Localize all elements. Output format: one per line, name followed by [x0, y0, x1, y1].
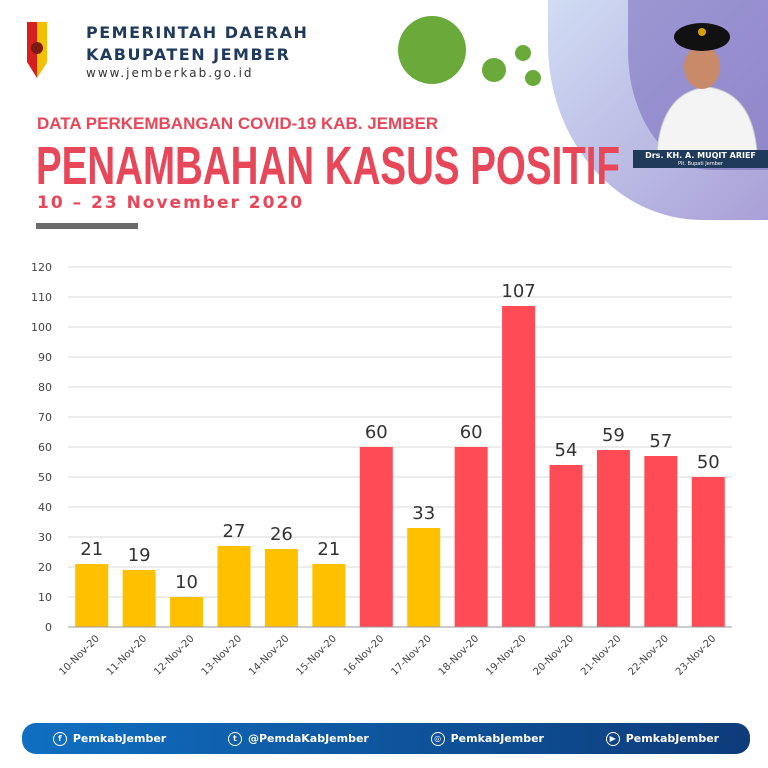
data-label: 10 — [175, 572, 198, 593]
social-link[interactable]: ◎ PemkabJember — [430, 731, 544, 746]
period-subtitle: 10 – 23 November 2020 — [37, 193, 305, 213]
divider — [36, 223, 138, 229]
header-line2: KABUPATEN JEMBER — [86, 45, 291, 64]
instagram-icon: ◎ — [430, 731, 445, 746]
social-handle: @PemdaKabJember — [247, 732, 369, 745]
facebook-icon: f — [52, 731, 67, 746]
bar — [170, 597, 204, 627]
data-label: 26 — [270, 524, 293, 545]
y-tick-label: 110 — [31, 291, 52, 304]
x-tick-label: 23-Nov-20 — [674, 633, 718, 677]
x-tick-label: 11-Nov-20 — [105, 633, 149, 677]
data-label: 60 — [460, 422, 483, 443]
twitter-icon: t — [227, 731, 242, 746]
jember-logo — [27, 22, 47, 78]
data-label: 50 — [697, 452, 720, 473]
official-portrait — [656, 23, 758, 152]
x-tick-label: 17-Nov-20 — [389, 633, 433, 677]
data-label: 21 — [80, 539, 103, 560]
y-tick-label: 70 — [38, 411, 52, 424]
bar — [502, 306, 536, 627]
y-tick-label: 80 — [38, 381, 52, 394]
data-label: 21 — [317, 539, 340, 560]
x-tick-label: 10-Nov-20 — [57, 633, 101, 677]
x-tick-label: 18-Nov-20 — [437, 633, 481, 677]
x-tick-label: 19-Nov-20 — [484, 633, 528, 677]
header: PEMERINTAH DAERAH KABUPATEN JEMBER www.j… — [86, 22, 308, 80]
website-url[interactable]: www.jemberkab.go.id — [86, 66, 254, 80]
bar — [549, 465, 583, 627]
main-title: PENAMBAHAN KASUS POSITIF — [36, 136, 620, 190]
bar — [644, 456, 678, 627]
bar — [359, 447, 393, 627]
y-tick-label: 10 — [38, 591, 52, 604]
x-tick-label: 16-Nov-20 — [342, 633, 386, 677]
official-caption: Drs. KH. A. MUQIT ARIEF Plt. Bupati Jemb… — [633, 150, 768, 168]
social-link[interactable]: ▶ PemkabJember — [605, 731, 720, 746]
virus-illustration-icon — [398, 16, 541, 86]
bar — [264, 549, 298, 627]
bar — [454, 447, 488, 627]
y-tick-label: 60 — [38, 441, 52, 454]
x-tick-label: 21-Nov-20 — [579, 633, 623, 677]
data-label: 27 — [223, 521, 246, 542]
youtube-icon: ▶ — [605, 731, 620, 746]
bar — [691, 477, 725, 627]
header-line1: PEMERINTAH DAERAH — [86, 23, 309, 42]
kicker-title: DATA PERKEMBANGAN COVID-19 KAB. JEMBER — [37, 114, 439, 133]
y-tick-label: 90 — [38, 351, 52, 364]
x-tick-label: 20-Nov-20 — [532, 633, 576, 677]
data-label: 107 — [501, 281, 535, 302]
y-tick-label: 40 — [38, 501, 52, 514]
social-handle: PemkabJember — [450, 732, 544, 745]
bar-chart: 01020304050607080901001101202110-Nov-201… — [31, 261, 732, 678]
x-tick-label: 15-Nov-20 — [294, 633, 338, 677]
bar — [75, 564, 109, 627]
bar — [122, 570, 156, 627]
data-label: 57 — [649, 431, 672, 452]
y-tick-label: 120 — [31, 261, 52, 274]
bar — [407, 528, 441, 627]
data-label: 33 — [412, 503, 435, 524]
data-label: 19 — [128, 545, 151, 566]
y-tick-label: 0 — [45, 621, 52, 634]
official-name: Drs. KH. A. MUQIT ARIEF — [645, 151, 756, 160]
official-role: Plt. Bupati Jember — [677, 161, 724, 167]
data-label: 54 — [555, 440, 578, 461]
x-tick-label: 14-Nov-20 — [247, 633, 291, 677]
x-tick-label: 22-Nov-20 — [626, 633, 670, 677]
x-tick-label: 12-Nov-20 — [152, 633, 196, 677]
main-title-wrapper: PENAMBAHAN KASUS POSITIF — [36, 136, 620, 190]
y-tick-label: 50 — [38, 471, 52, 484]
bar — [217, 546, 251, 627]
data-label: 60 — [365, 422, 388, 443]
social-handle: PemkabJember — [72, 732, 167, 745]
data-label: 59 — [602, 425, 625, 446]
social-footer: f PemkabJember t @PemdaKabJember ◎ PemkabJemb… — [22, 723, 750, 754]
social-handle: PemkabJember — [625, 732, 720, 745]
social-link[interactable]: t @PemdaKabJember — [227, 731, 369, 746]
social-link[interactable]: f PemkabJember — [52, 731, 167, 746]
x-tick-label: 13-Nov-20 — [200, 633, 244, 677]
y-tick-label: 30 — [38, 531, 52, 544]
y-tick-label: 100 — [31, 321, 52, 334]
bar — [312, 564, 346, 627]
y-tick-label: 20 — [38, 561, 52, 574]
bar — [596, 450, 630, 627]
